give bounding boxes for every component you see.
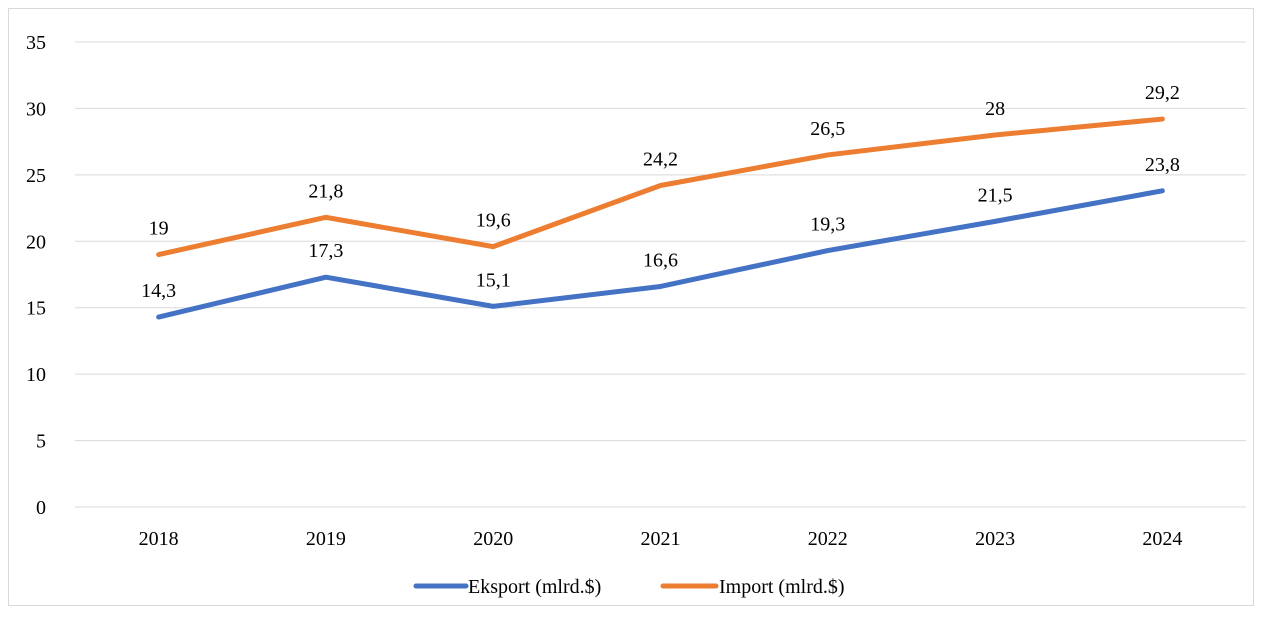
data-label: 19,3	[810, 214, 845, 236]
y-tick-label: 10	[26, 364, 46, 386]
data-label: 19	[149, 218, 169, 240]
x-axis-tick-labels: 2018 2019 2020 2021 2022 2023 2024	[139, 528, 1183, 550]
y-tick-label: 20	[26, 231, 46, 253]
y-tick-label: 0	[36, 497, 46, 519]
x-tick-label: 2020	[473, 528, 513, 550]
series-line-import	[156, 116, 1165, 258]
y-tick-label: 35	[26, 32, 46, 54]
x-tick-label: 2023	[975, 528, 1015, 550]
data-label: 16,6	[643, 249, 678, 271]
y-tick-label: 30	[26, 98, 46, 120]
data-label: 17,3	[308, 240, 343, 262]
x-tick-label: 2021	[641, 528, 681, 550]
chart-frame	[8, 8, 1254, 606]
data-label: 26,5	[810, 118, 845, 140]
series-lines	[156, 116, 1165, 320]
y-axis-tick-labels: 0 5 10 15 20 25 30 35	[26, 32, 46, 519]
legend-label: Import (mlrd.$)	[719, 576, 845, 598]
x-tick-label: 2018	[139, 528, 179, 550]
data-labels: 14,3 17,3 15,1 16,6 19,3 21,5 23,8 19 21,8 19,6 24…	[141, 82, 1180, 302]
x-tick-label: 2024	[1142, 528, 1182, 550]
x-tick-label: 2019	[306, 528, 346, 550]
x-tick-label: 2022	[808, 528, 848, 550]
data-label: 14,3	[141, 280, 176, 302]
data-label: 29,2	[1145, 82, 1180, 104]
series-line-eksport	[156, 188, 1165, 320]
legend: Eksport (mlrd.$) Import (mlrd.$)	[413, 576, 845, 598]
data-label: 24,2	[643, 148, 678, 170]
data-label: 23,8	[1145, 154, 1180, 176]
legend-label: Eksport (mlrd.$)	[468, 576, 601, 598]
gridlines	[75, 41, 1246, 508]
data-label: 19,6	[476, 210, 511, 232]
data-label: 15,1	[476, 269, 511, 291]
y-tick-label: 5	[36, 431, 46, 453]
data-label: 21,8	[308, 180, 343, 202]
y-tick-label: 25	[26, 165, 46, 187]
data-label: 28	[985, 98, 1005, 120]
y-tick-label: 15	[26, 298, 46, 320]
data-label: 21,5	[978, 184, 1013, 206]
